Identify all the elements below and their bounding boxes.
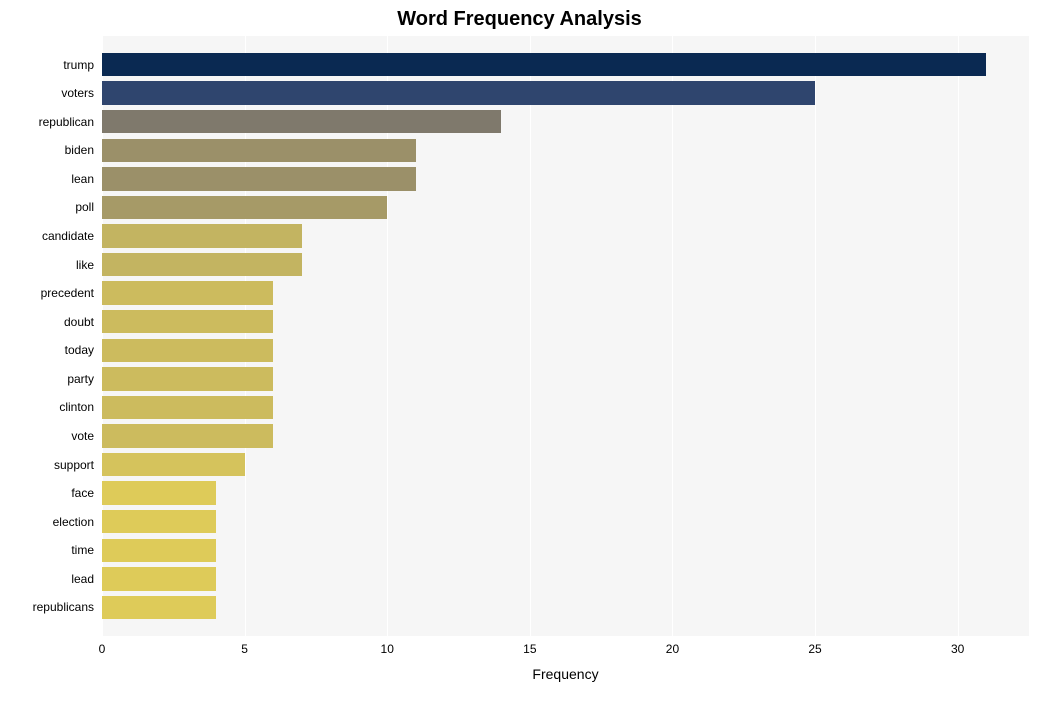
y-tick-label: doubt: [64, 315, 102, 329]
x-axis-label: Frequency: [532, 666, 598, 682]
word-frequency-chart: Word Frequency Analysis Frequency 0 5 10 15…: [0, 0, 1039, 701]
bar: [102, 53, 986, 76]
bar: [102, 367, 273, 390]
bar-row: vote: [102, 424, 1029, 447]
bar-row: election: [102, 510, 1029, 533]
y-tick-label: time: [71, 543, 102, 557]
bar-row: republican: [102, 110, 1029, 133]
bar: [102, 567, 216, 590]
bar: [102, 196, 387, 219]
x-tick-label: 25: [808, 636, 821, 656]
y-tick-label: republicans: [33, 600, 102, 614]
y-tick-label: trump: [63, 58, 102, 72]
bar: [102, 110, 501, 133]
bar: [102, 396, 273, 419]
bar-row: party: [102, 367, 1029, 390]
bar: [102, 453, 245, 476]
y-tick-label: precedent: [41, 286, 102, 300]
bar: [102, 167, 416, 190]
y-tick-label: today: [65, 343, 102, 357]
bar-row: doubt: [102, 310, 1029, 333]
bar-row: candidate: [102, 224, 1029, 247]
bar-row: lead: [102, 567, 1029, 590]
y-tick-label: voters: [61, 86, 102, 100]
bar: [102, 81, 815, 104]
y-tick-label: republican: [39, 115, 102, 129]
y-tick-label: lean: [71, 172, 102, 186]
y-tick-label: vote: [71, 429, 102, 443]
x-tick-label: 30: [951, 636, 964, 656]
x-tick-label: 10: [381, 636, 394, 656]
bar: [102, 596, 216, 619]
bar: [102, 510, 216, 533]
chart-title: Word Frequency Analysis: [0, 8, 1039, 31]
bar-row: republicans: [102, 596, 1029, 619]
bar-row: time: [102, 539, 1029, 562]
bar-row: precedent: [102, 281, 1029, 304]
y-tick-label: election: [53, 515, 102, 529]
bar-row: clinton: [102, 396, 1029, 419]
y-tick-label: poll: [75, 200, 102, 214]
bar-row: voters: [102, 81, 1029, 104]
bar-row: poll: [102, 196, 1029, 219]
bar-row: like: [102, 253, 1029, 276]
bar-row: face: [102, 481, 1029, 504]
y-tick-label: party: [67, 372, 102, 386]
bar-row: lean: [102, 167, 1029, 190]
bar: [102, 281, 273, 304]
bar-row: support: [102, 453, 1029, 476]
bar-row: trump: [102, 53, 1029, 76]
x-tick-label: 5: [241, 636, 248, 656]
bar: [102, 539, 216, 562]
x-tick-label: 15: [523, 636, 536, 656]
bar: [102, 481, 216, 504]
y-tick-label: like: [76, 258, 102, 272]
y-tick-label: candidate: [42, 229, 102, 243]
y-tick-label: clinton: [59, 400, 102, 414]
bar: [102, 253, 302, 276]
x-tick-label: 20: [666, 636, 679, 656]
bar: [102, 339, 273, 362]
bar: [102, 139, 416, 162]
bar-row: today: [102, 339, 1029, 362]
x-tick-label: 0: [99, 636, 106, 656]
bar-row: biden: [102, 139, 1029, 162]
plot-area: Frequency 051015202530trumpvotersrepubli…: [102, 36, 1029, 636]
y-tick-label: biden: [65, 143, 102, 157]
bar: [102, 224, 302, 247]
y-tick-label: support: [54, 458, 102, 472]
y-tick-label: face: [71, 486, 102, 500]
y-tick-label: lead: [71, 572, 102, 586]
bar: [102, 310, 273, 333]
bar: [102, 424, 273, 447]
